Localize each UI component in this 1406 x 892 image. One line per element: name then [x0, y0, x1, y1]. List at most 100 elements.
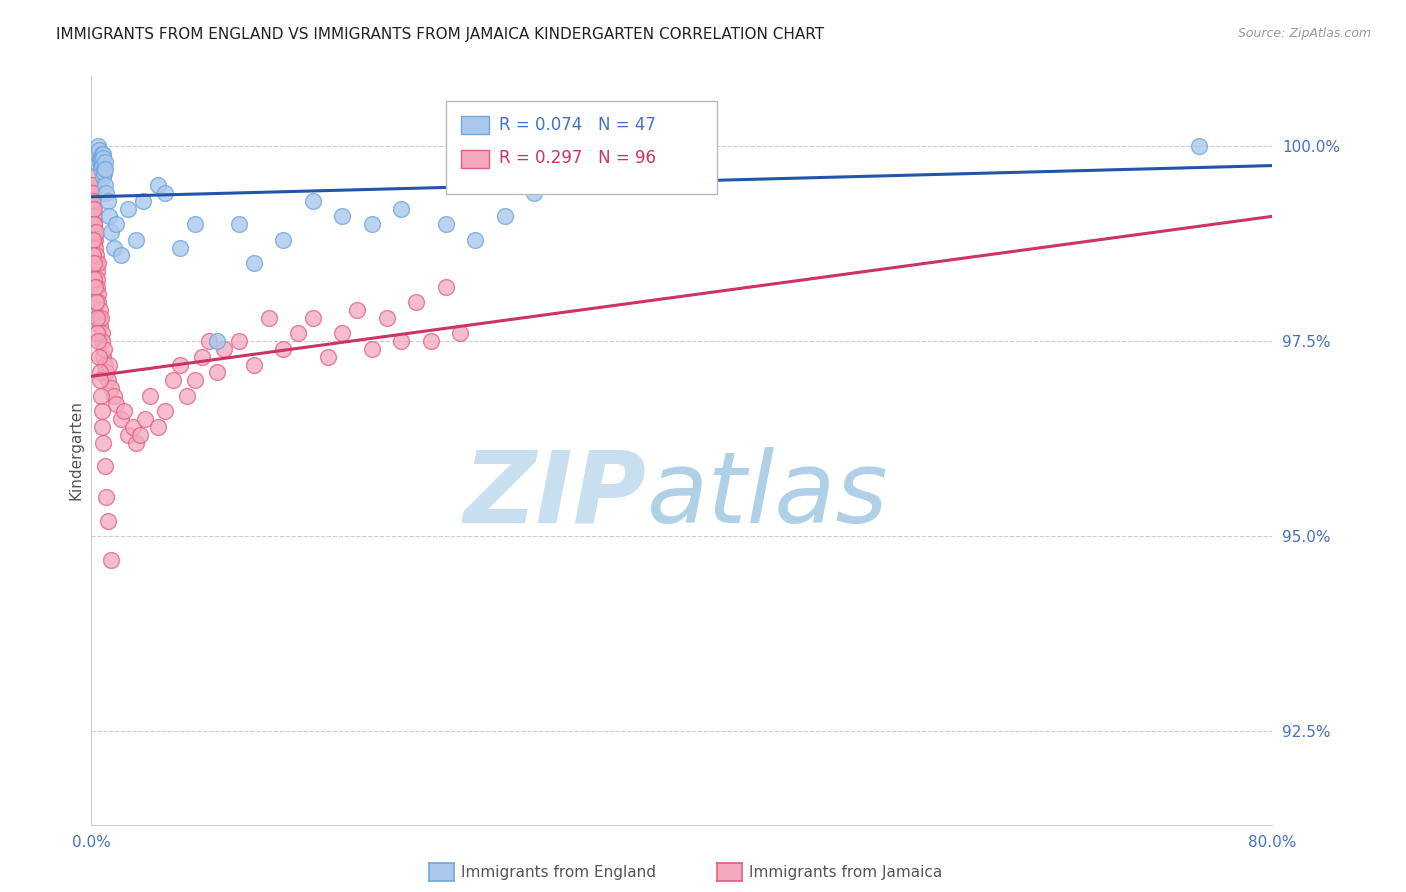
Point: [83, 202, 105, 216]
Point: [83, 217, 105, 231]
Point: [93, 342, 115, 356]
Point: [86, 146, 108, 161]
Point: [93, 162, 115, 177]
Point: [117, 202, 139, 216]
Point: [84, 295, 107, 310]
Point: [287, 326, 309, 341]
Text: Immigrants from Jamaica: Immigrants from Jamaica: [749, 865, 942, 880]
Point: [84, 154, 107, 169]
Point: [146, 178, 169, 193]
Point: [84, 256, 107, 270]
Point: [121, 420, 143, 434]
Point: [82, 194, 104, 208]
Point: [84, 248, 107, 262]
Point: [93, 458, 115, 473]
Point: [110, 412, 132, 426]
Point: [86, 310, 108, 325]
Point: [87, 139, 110, 153]
Point: [83, 233, 105, 247]
Point: [494, 210, 516, 224]
Bar: [461, 116, 489, 135]
Point: [90, 162, 112, 177]
Point: [86, 326, 108, 341]
Point: [91, 146, 114, 161]
Point: [89, 318, 111, 333]
Text: IMMIGRANTS FROM ENGLAND VS IMMIGRANTS FROM JAMAICA KINDERGARTEN CORRELATION CHAR: IMMIGRANTS FROM ENGLAND VS IMMIGRANTS FR…: [56, 27, 824, 42]
Point: [105, 397, 128, 411]
Point: [112, 404, 135, 418]
Point: [90, 389, 112, 403]
Point: [103, 240, 125, 254]
Point: [90, 159, 112, 173]
Point: [450, 326, 472, 341]
Point: [83, 256, 105, 270]
Text: R = 0.074   N = 47: R = 0.074 N = 47: [499, 116, 655, 134]
Point: [129, 428, 152, 442]
Point: [228, 217, 250, 231]
Point: [87, 310, 110, 325]
Point: [198, 334, 221, 348]
Point: [139, 389, 162, 403]
Point: [89, 151, 111, 165]
Point: [169, 240, 191, 254]
Point: [117, 428, 139, 442]
Point: [146, 420, 169, 434]
Point: [87, 287, 110, 301]
Point: [83, 271, 105, 285]
Point: [89, 373, 111, 387]
Point: [100, 381, 122, 395]
Text: Immigrants from England: Immigrants from England: [461, 865, 657, 880]
Point: [87, 295, 110, 310]
Point: [86, 264, 108, 278]
Point: [83, 225, 105, 239]
Point: [332, 210, 354, 224]
Point: [316, 350, 339, 364]
Point: [82, 186, 104, 200]
Point: [97, 373, 120, 387]
Point: [82, 186, 104, 200]
Point: [243, 256, 266, 270]
Point: [91, 420, 114, 434]
Point: [84, 279, 107, 293]
Point: [89, 366, 111, 380]
Point: [169, 358, 191, 372]
Point: [86, 271, 108, 285]
Point: [100, 225, 122, 239]
Point: [82, 186, 104, 200]
Point: [91, 435, 114, 450]
Point: [153, 404, 177, 418]
Point: [103, 389, 125, 403]
Point: [84, 240, 107, 254]
Point: [90, 151, 112, 165]
Point: [93, 166, 115, 180]
Point: [153, 186, 177, 200]
Point: [82, 170, 104, 185]
Point: [257, 310, 280, 325]
Point: [82, 202, 104, 216]
Point: [90, 310, 112, 325]
Point: [124, 435, 148, 450]
Point: [83, 233, 105, 247]
Point: [191, 350, 214, 364]
Point: [183, 217, 207, 231]
Point: [105, 217, 128, 231]
Point: [86, 256, 108, 270]
Point: [405, 295, 427, 310]
Point: [94, 162, 117, 177]
Point: [419, 334, 441, 348]
Point: [110, 248, 132, 262]
Point: [205, 366, 228, 380]
Point: [176, 389, 198, 403]
Point: [98, 358, 121, 372]
Point: [91, 159, 114, 173]
Point: [98, 210, 121, 224]
Point: [228, 334, 250, 348]
Text: atlas: atlas: [647, 447, 889, 544]
Point: [83, 217, 105, 231]
Point: [83, 210, 105, 224]
Point: [523, 186, 546, 200]
Point: [96, 366, 118, 380]
Text: Source: ZipAtlas.com: Source: ZipAtlas.com: [1237, 27, 1371, 40]
Point: [273, 233, 295, 247]
Point: [301, 194, 323, 208]
